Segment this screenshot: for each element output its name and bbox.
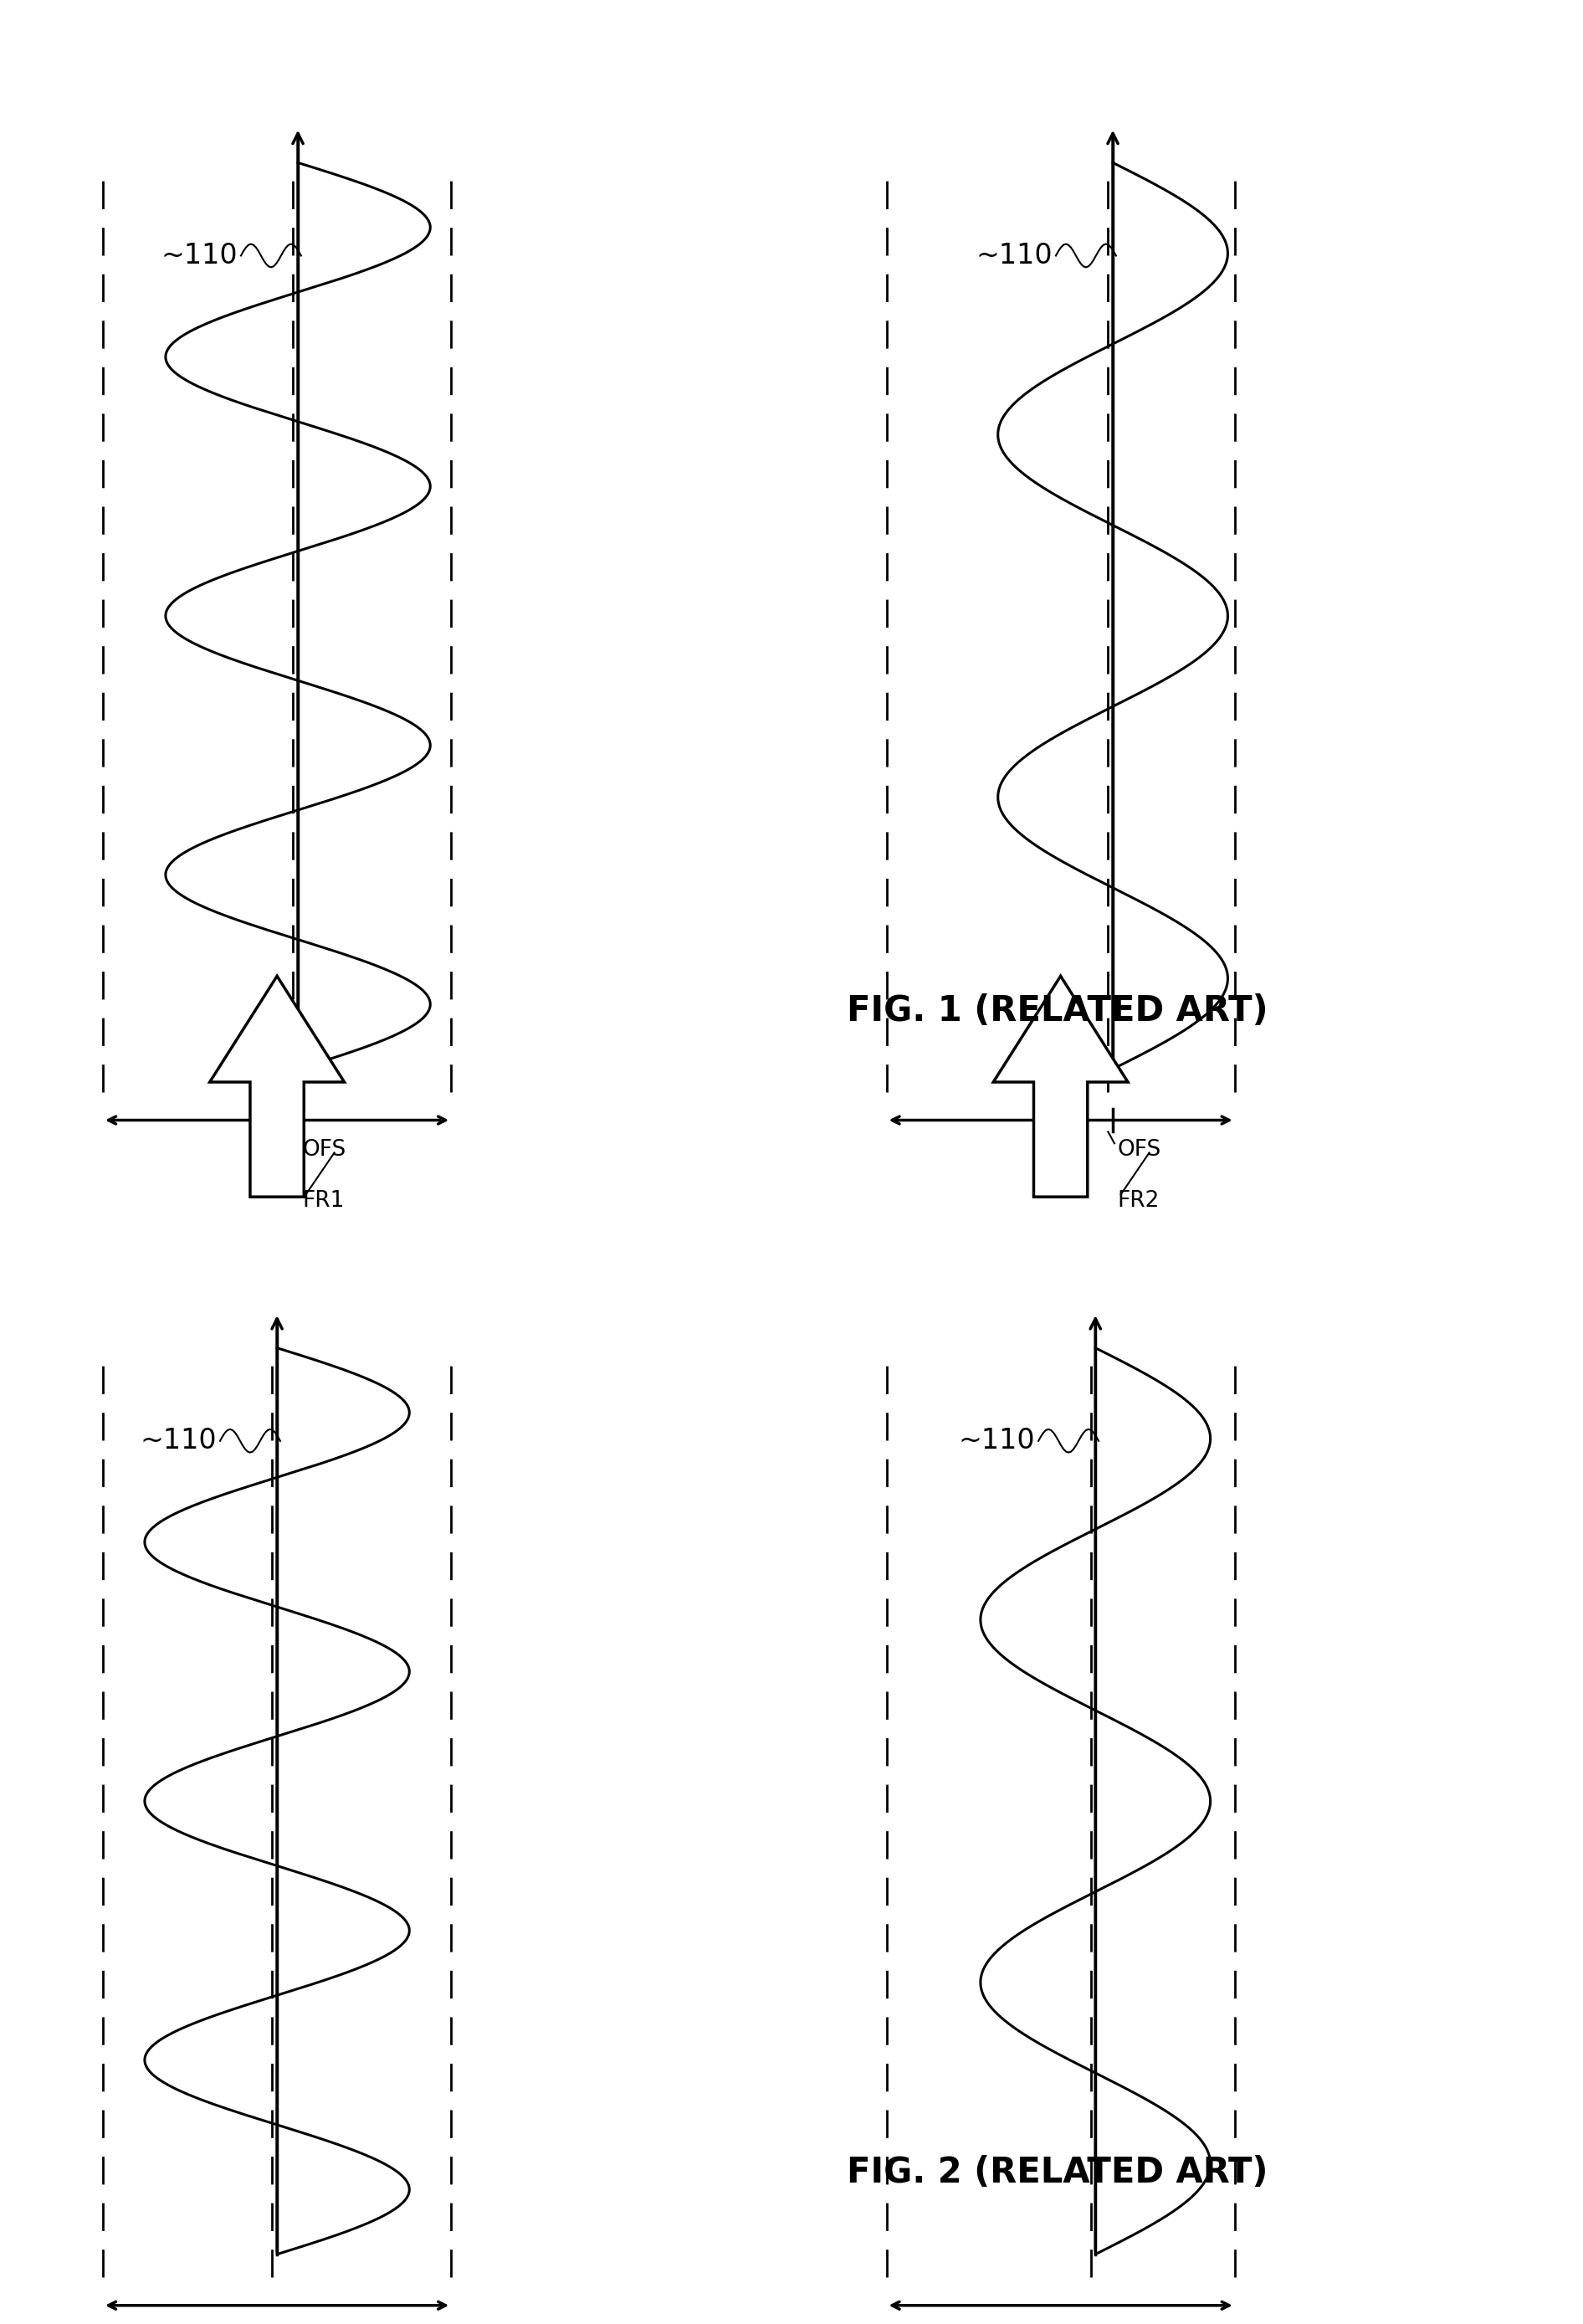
Text: ~110: ~110 — [141, 1427, 217, 1455]
Text: OFS: OFS — [1118, 1139, 1162, 1160]
Text: FIG. 2 (RELATED ART): FIG. 2 (RELATED ART) — [847, 2154, 1268, 2192]
Text: ~110: ~110 — [959, 1427, 1035, 1455]
Text: FR1: FR1 — [302, 1190, 345, 1211]
Text: ~110: ~110 — [161, 242, 237, 270]
Text: FR2: FR2 — [1118, 1190, 1160, 1211]
Text: OFS: OFS — [302, 1139, 347, 1160]
Polygon shape — [209, 976, 344, 1197]
Polygon shape — [994, 976, 1127, 1197]
Text: FIG. 1 (RELATED ART): FIG. 1 (RELATED ART) — [847, 992, 1268, 1030]
Text: ~110: ~110 — [977, 242, 1053, 270]
